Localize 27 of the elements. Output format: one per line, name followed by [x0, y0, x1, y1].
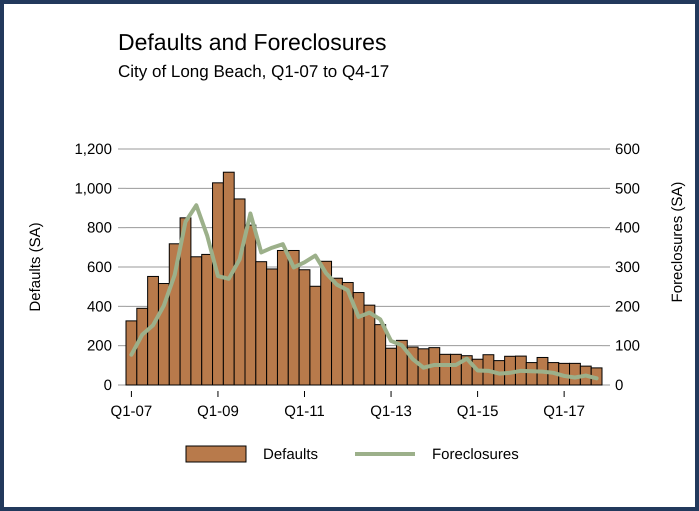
y-tick-label: 600 [86, 259, 112, 276]
y2-tick-label: 600 [615, 141, 640, 158]
y-axis-title: Defaults (SA) [27, 222, 44, 312]
y-tick-label: 1,000 [74, 180, 112, 198]
y-tick-label: 1,200 [74, 141, 112, 158]
y2-axis-title: Foreclosures (SA) [669, 182, 686, 302]
y2-tick-label: 500 [615, 180, 640, 198]
y-tick-label: 800 [86, 220, 112, 237]
x-tick-label: Q1-15 [456, 403, 498, 420]
legend-label: Foreclosures [432, 446, 519, 463]
x-tick-label: Q1-07 [110, 403, 152, 420]
y-tick-label: 400 [86, 298, 112, 316]
chart-subtitle: City of Long Beach, Q1-07 to Q4-17 [118, 62, 390, 81]
y2-tick-label: 300 [615, 259, 640, 276]
legend-label: Defaults [263, 446, 318, 463]
x-tick-label: Q1-09 [197, 403, 239, 420]
x-tick-label: Q1-13 [370, 403, 412, 420]
y2-tick-label: 200 [615, 298, 640, 316]
x-tick-label: Q1-17 [543, 403, 585, 420]
line-series [129, 203, 599, 380]
y-tick-label: 200 [86, 338, 112, 355]
chart-title: Defaults and Foreclosures [118, 29, 386, 55]
y2-tick-label: 0 [615, 377, 624, 394]
y2-tick-label: 400 [615, 220, 640, 237]
y2-tick-label: 100 [615, 338, 640, 355]
y-tick-label: 0 [104, 377, 112, 394]
x-tick-label: Q1-11 [284, 403, 325, 420]
